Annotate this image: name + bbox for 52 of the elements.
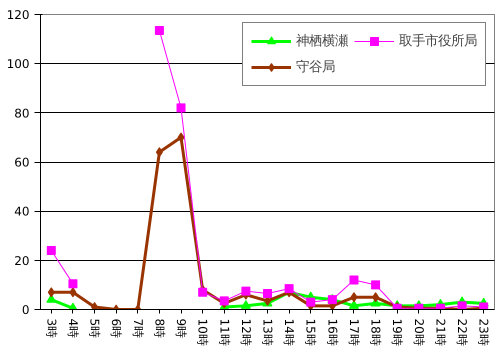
x-tick-label: 9時 <box>174 318 188 338</box>
x-tick-label: 14時 <box>282 318 296 346</box>
x-tick-label: 10時 <box>196 318 210 346</box>
x-tick-label: 5時 <box>88 318 102 338</box>
point <box>348 300 359 309</box>
y-tick-label: 100 <box>6 57 30 72</box>
point <box>263 289 272 298</box>
point <box>220 296 229 306</box>
point <box>371 280 380 290</box>
point <box>198 288 208 297</box>
y-tick-label: 40 <box>14 204 30 219</box>
point <box>48 287 55 298</box>
point <box>241 286 250 296</box>
point <box>240 300 251 309</box>
x-tick-label: 15時 <box>304 318 318 346</box>
point <box>349 276 358 284</box>
y-tick-label: 20 <box>14 254 30 268</box>
x-tick-label: 8時 <box>152 318 166 338</box>
point <box>372 292 380 302</box>
x-tick-label: 12時 <box>238 318 253 346</box>
y-tick-label: 80 <box>14 106 30 120</box>
point <box>284 284 294 294</box>
legend-label: 取手市役所局 <box>399 32 477 50</box>
x-tick-label: 18時 <box>368 318 383 346</box>
point <box>46 246 56 255</box>
point <box>350 292 358 302</box>
y-tick-label: 120 <box>6 8 30 22</box>
point <box>306 298 316 307</box>
point <box>458 301 467 310</box>
x-tick-label: 11時 <box>217 318 232 346</box>
point <box>156 147 163 158</box>
legend-label: 神栖横瀬 <box>296 32 348 50</box>
point <box>154 26 164 35</box>
x-tick-label: 21時 <box>433 318 448 346</box>
point <box>178 132 185 142</box>
x-tick-label: 7時 <box>130 318 145 338</box>
y-tick-label: 60 <box>14 156 30 170</box>
legend-label: 守谷局 <box>296 58 335 76</box>
x-tick-label: 19時 <box>390 318 404 346</box>
point <box>68 279 78 288</box>
point <box>69 287 76 298</box>
x-tick-label: 4時 <box>66 318 80 338</box>
point <box>176 103 186 112</box>
x-tick-label: 3時 <box>44 318 58 338</box>
x-tick-label: 22時 <box>455 318 470 346</box>
x-tick-label: 16時 <box>325 318 340 346</box>
x-tick-label: 20時 <box>412 318 426 346</box>
x-tick-label: 6時 <box>109 318 124 338</box>
x-tick-label: 17時 <box>346 318 361 346</box>
y-tick-label: 0 <box>22 303 30 317</box>
x-tick-label: 13時 <box>260 318 274 346</box>
x-tick-label: 23時 <box>476 318 491 346</box>
